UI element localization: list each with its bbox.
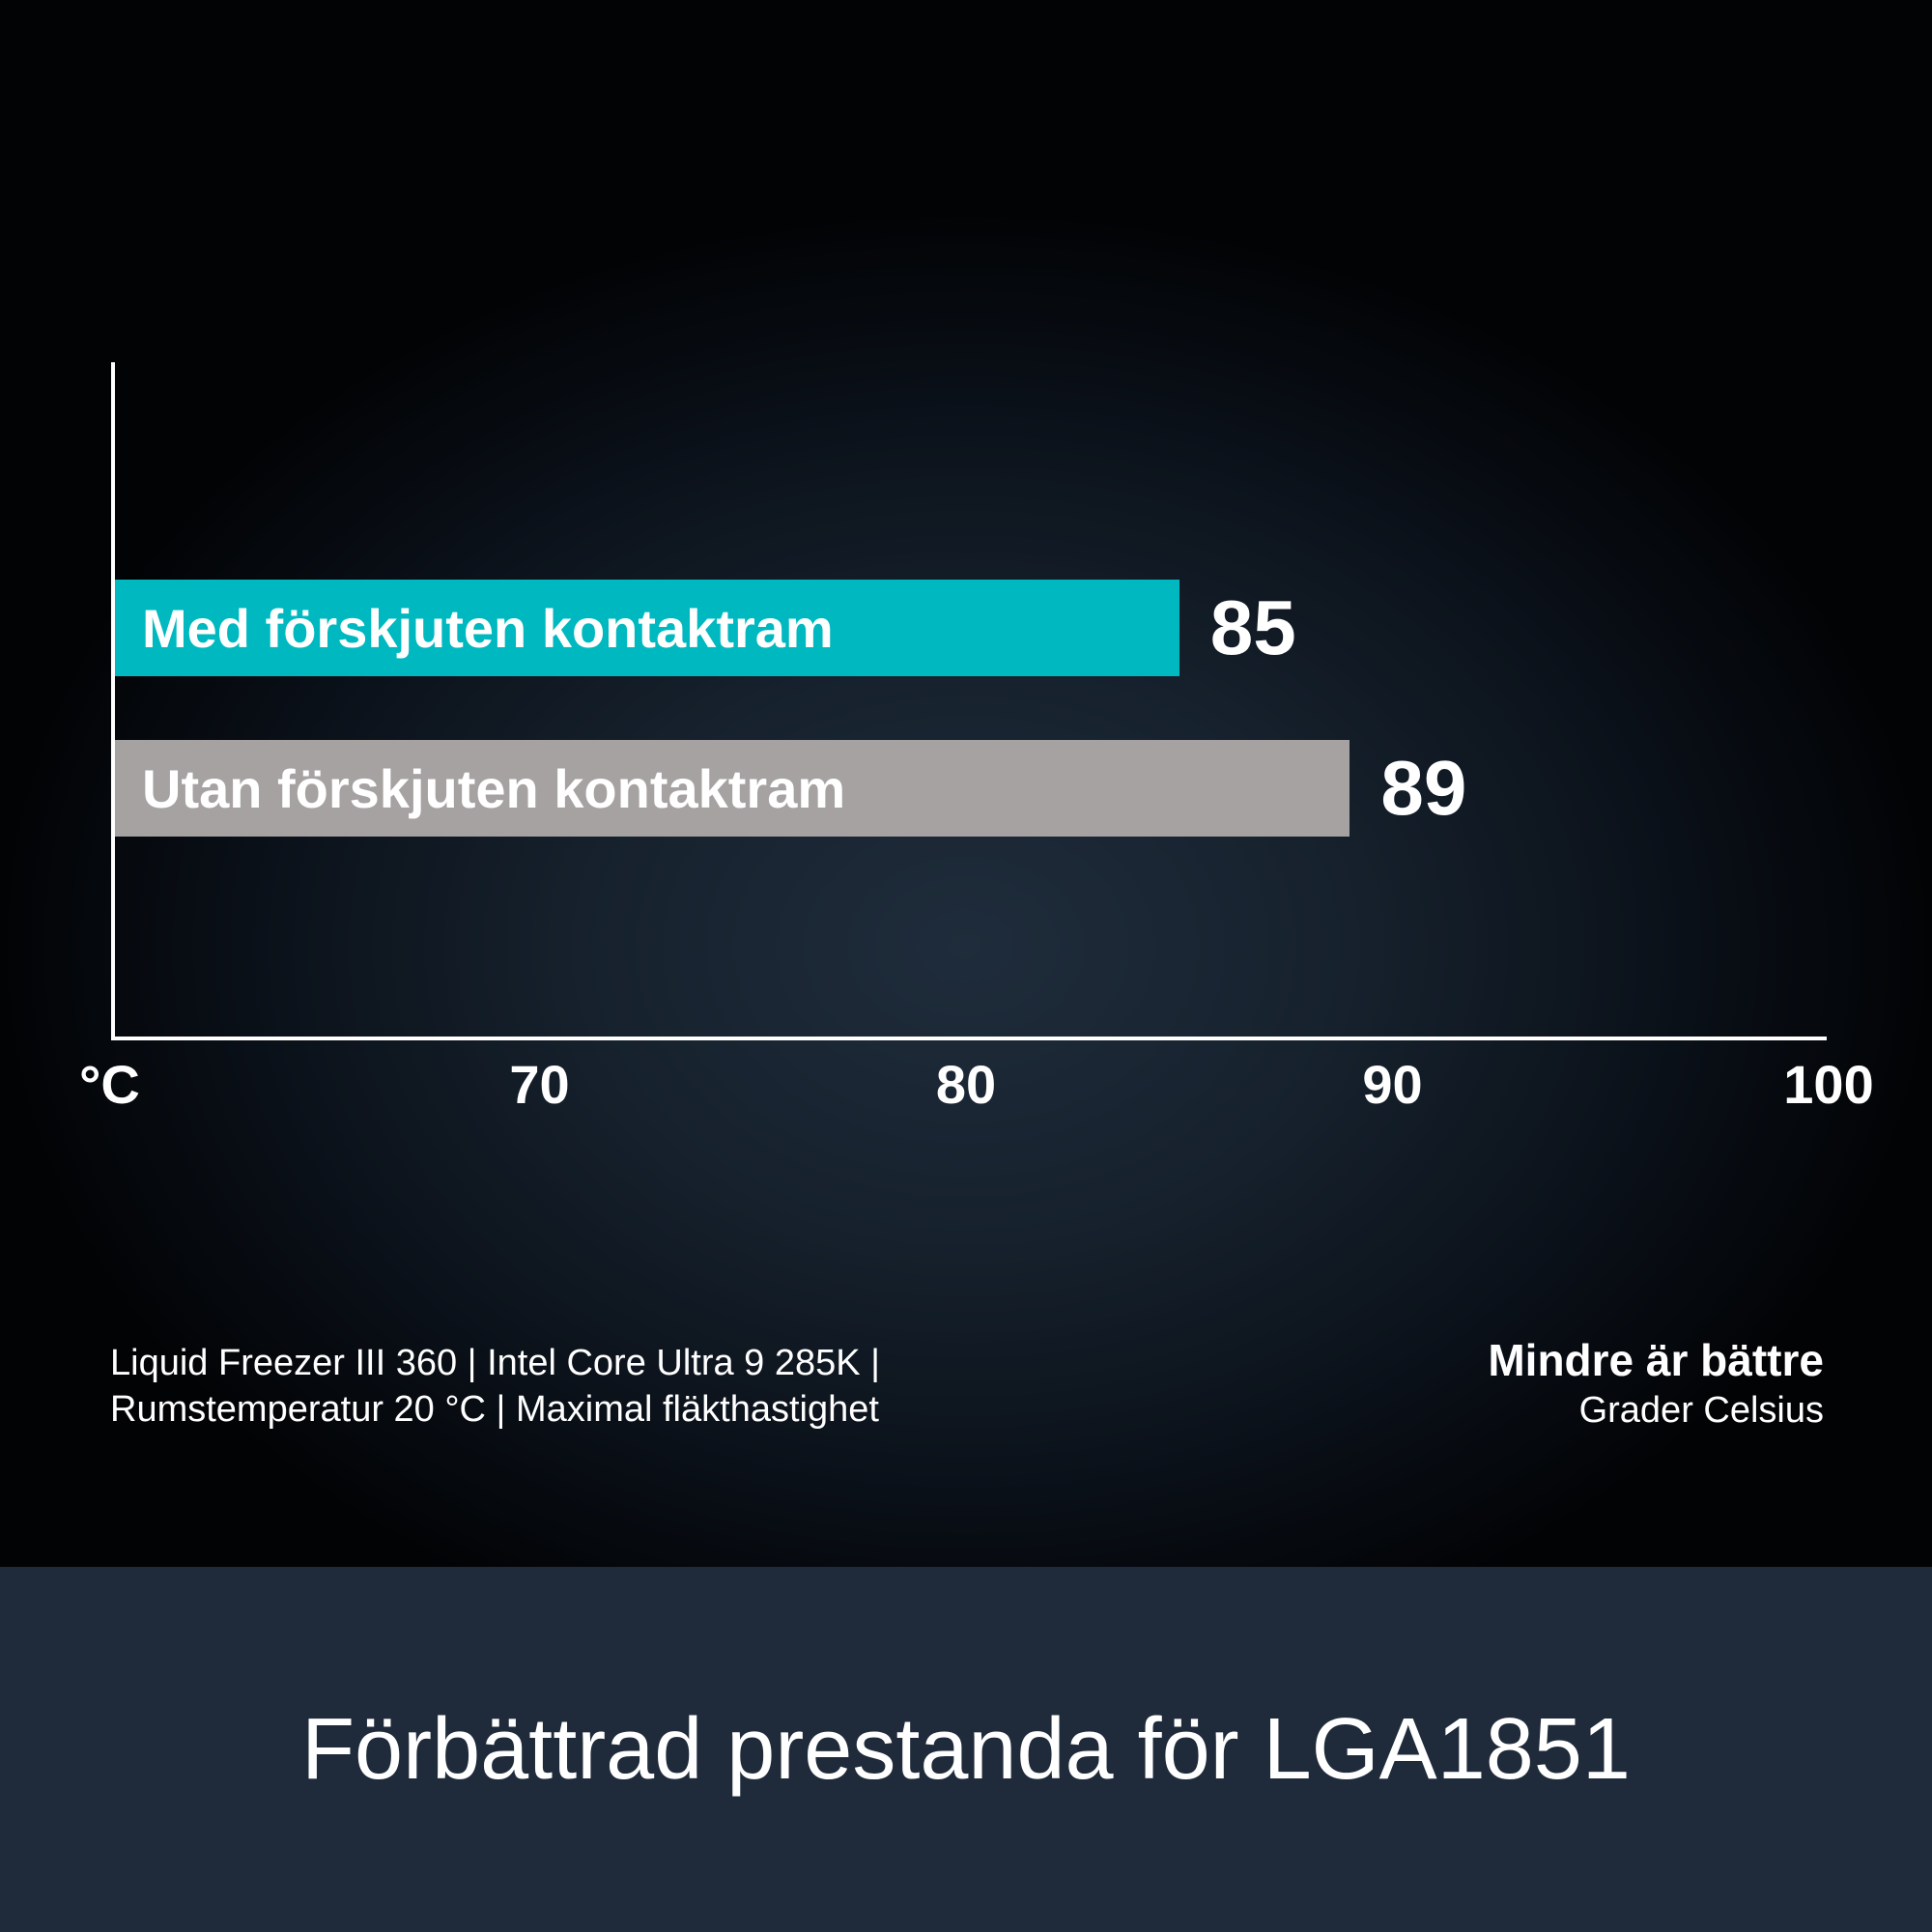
bar-label-utan: Utan förskjuten kontaktram xyxy=(142,757,846,819)
chart-panel: Med förskjuten kontaktram 85 Utan förskj… xyxy=(0,0,1932,1567)
banner-title: Förbättrad prestanda för LGA1851 xyxy=(301,1700,1631,1798)
test-conditions-line-2: Rumstemperatur 20 °C | Maximal fläkthast… xyxy=(110,1389,879,1430)
test-conditions-line-1: Liquid Freezer III 360 | Intel Core Ultr… xyxy=(110,1343,881,1383)
x-tick-label: 70 xyxy=(509,1054,570,1115)
x-tick-label: 80 xyxy=(935,1054,997,1115)
unit-description: Grader Celsius xyxy=(1578,1390,1824,1431)
bottom-banner: Förbättrad prestanda för LGA1851 xyxy=(0,1567,1932,1932)
bar-med-forskjuten: Med förskjuten kontaktram xyxy=(115,580,1179,676)
x-tick-label: 90 xyxy=(1362,1054,1423,1115)
lower-is-better-label: Mindre är bättre xyxy=(1488,1335,1824,1385)
x-axis-line xyxy=(111,1037,1827,1040)
test-conditions-note: Liquid Freezer III 360 | Intel Core Ultr… xyxy=(110,1340,880,1433)
bar-value-utan: 89 xyxy=(1380,745,1467,831)
bar-value-med: 85 xyxy=(1209,584,1296,670)
bar-label-med: Med förskjuten kontaktram xyxy=(142,597,834,659)
x-tick-label: 100 xyxy=(1783,1054,1874,1115)
legend-note: Mindre är bättre Grader Celsius xyxy=(1488,1333,1824,1434)
y-axis-line xyxy=(111,362,115,1040)
bar-utan-forskjuten: Utan förskjuten kontaktram xyxy=(115,740,1350,837)
x-axis-unit-label: °C xyxy=(79,1054,140,1115)
